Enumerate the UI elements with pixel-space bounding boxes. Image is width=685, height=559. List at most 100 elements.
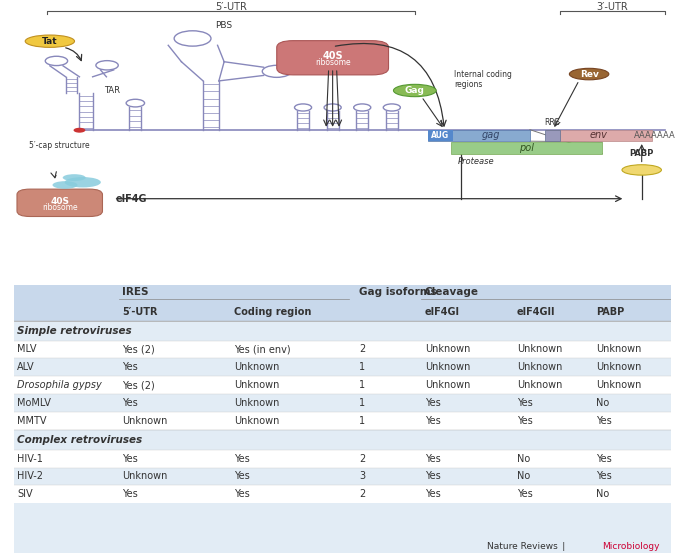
Text: 5′-UTR: 5′-UTR — [122, 307, 158, 317]
Bar — [545, 130, 560, 141]
Text: Gag isoforms: Gag isoforms — [359, 287, 437, 297]
Ellipse shape — [53, 181, 77, 189]
Bar — [14, 340, 671, 358]
Bar — [451, 142, 602, 154]
Text: Yes: Yes — [425, 398, 440, 408]
Text: MMTV: MMTV — [17, 416, 47, 426]
Text: Unknown: Unknown — [122, 471, 168, 481]
Text: Yes (in env): Yes (in env) — [234, 344, 290, 354]
Ellipse shape — [622, 165, 662, 175]
Text: Coding region: Coding region — [234, 307, 312, 317]
Text: Unknown: Unknown — [516, 362, 562, 372]
Text: PABP: PABP — [630, 149, 654, 158]
Bar — [14, 321, 671, 340]
Text: 3: 3 — [359, 471, 365, 481]
Text: 40S: 40S — [323, 51, 343, 61]
Text: Complex retroviruses: Complex retroviruses — [17, 435, 142, 445]
Ellipse shape — [63, 174, 86, 181]
Text: SIV: SIV — [17, 489, 33, 499]
Text: Unknown: Unknown — [425, 380, 470, 390]
Text: 5′-UTR: 5′-UTR — [215, 2, 247, 12]
Text: Unknown: Unknown — [234, 416, 279, 426]
Bar — [428, 130, 453, 141]
Text: Yes: Yes — [596, 471, 612, 481]
Bar — [14, 449, 671, 467]
Text: Yes: Yes — [516, 398, 532, 408]
Text: TAR: TAR — [104, 86, 121, 95]
Bar — [14, 430, 671, 449]
Ellipse shape — [25, 35, 75, 48]
Text: Yes: Yes — [596, 453, 612, 463]
Text: 3′-UTR: 3′-UTR — [596, 2, 628, 12]
Text: MLV: MLV — [17, 344, 36, 354]
Ellipse shape — [64, 177, 101, 187]
Text: eIF4GI: eIF4GI — [425, 307, 460, 317]
Text: Simple retroviruses: Simple retroviruses — [17, 326, 132, 336]
Text: gag: gag — [481, 130, 500, 140]
Text: No: No — [596, 489, 609, 499]
Text: Unknown: Unknown — [234, 380, 279, 390]
Text: Yes: Yes — [516, 489, 532, 499]
Text: Yes (2): Yes (2) — [122, 380, 155, 390]
Text: eIF4GII: eIF4GII — [516, 307, 556, 317]
Bar — [14, 485, 671, 503]
Text: Internal coding
regions: Internal coding regions — [454, 70, 512, 89]
Text: No: No — [516, 471, 530, 481]
Text: Nature Reviews |: Nature Reviews | — [487, 542, 570, 551]
Text: Yes: Yes — [425, 416, 440, 426]
Text: Yes: Yes — [122, 453, 138, 463]
Text: Unknown: Unknown — [234, 362, 279, 372]
Text: ALV: ALV — [17, 362, 35, 372]
Text: AUG: AUG — [432, 131, 449, 140]
Ellipse shape — [393, 84, 436, 97]
Text: Yes: Yes — [234, 471, 250, 481]
Text: PBS: PBS — [216, 21, 233, 30]
Text: HIV-2: HIV-2 — [17, 471, 43, 481]
Text: RRE: RRE — [545, 118, 560, 127]
Bar — [14, 394, 671, 412]
Text: 5′-cap structure: 5′-cap structure — [29, 141, 90, 150]
Text: Yes: Yes — [516, 416, 532, 426]
Text: Drosophila gypsy: Drosophila gypsy — [17, 380, 102, 390]
Text: 2: 2 — [359, 453, 365, 463]
Text: env: env — [590, 130, 608, 140]
Text: No: No — [516, 453, 530, 463]
Text: IRES: IRES — [122, 287, 149, 297]
Text: Microbiology: Microbiology — [602, 542, 660, 551]
Text: Yes: Yes — [234, 453, 250, 463]
Bar — [547, 130, 651, 141]
Text: Protease: Protease — [458, 157, 494, 166]
Text: AAAAAAA: AAAAAAA — [634, 131, 675, 140]
Text: Unknown: Unknown — [596, 380, 641, 390]
Bar — [14, 503, 671, 553]
Text: ribosome: ribosome — [315, 58, 351, 67]
Text: HIV-1: HIV-1 — [17, 453, 43, 463]
Text: 40S: 40S — [50, 197, 69, 206]
Text: Yes: Yes — [234, 489, 250, 499]
Text: Unknown: Unknown — [122, 416, 168, 426]
FancyBboxPatch shape — [17, 189, 103, 216]
Text: Yes (2): Yes (2) — [122, 344, 155, 354]
FancyBboxPatch shape — [277, 41, 388, 75]
Text: 1: 1 — [359, 416, 365, 426]
Text: eIF4G: eIF4G — [116, 194, 147, 203]
Text: 1: 1 — [359, 380, 365, 390]
Text: Unknown: Unknown — [425, 362, 470, 372]
Text: Unknown: Unknown — [516, 380, 562, 390]
Text: Cleavage: Cleavage — [425, 287, 479, 297]
Text: Unknown: Unknown — [516, 344, 562, 354]
Text: ribosome: ribosome — [42, 203, 77, 212]
Ellipse shape — [569, 68, 609, 80]
Text: No: No — [596, 398, 609, 408]
Text: Yes: Yes — [122, 398, 138, 408]
Text: Yes: Yes — [425, 471, 440, 481]
Text: Yes: Yes — [425, 453, 440, 463]
Text: Unknown: Unknown — [596, 344, 641, 354]
Text: pol: pol — [519, 143, 534, 153]
Bar — [14, 467, 671, 485]
Text: 1: 1 — [359, 398, 365, 408]
Text: 1: 1 — [359, 362, 365, 372]
Text: Yes: Yes — [122, 489, 138, 499]
Bar — [428, 130, 530, 141]
Text: Unknown: Unknown — [596, 362, 641, 372]
